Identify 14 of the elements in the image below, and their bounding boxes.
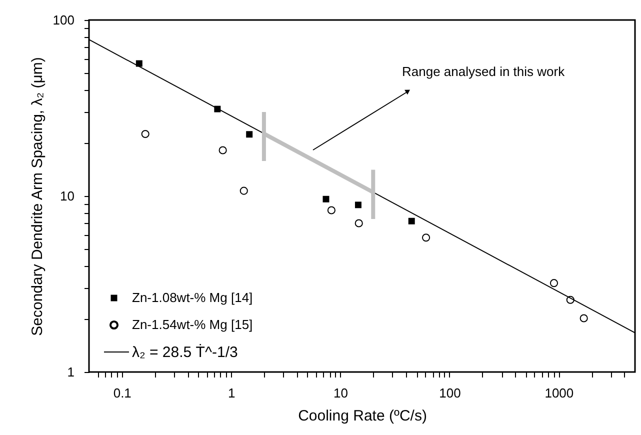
- x-axis-title: Cooling Rate (ºC/s): [298, 408, 427, 424]
- x-tick-label: 0.1: [113, 386, 132, 400]
- x-tick-label: 10: [334, 386, 348, 400]
- legend-label: Zn-1.54wt-% Mg [15]: [132, 317, 253, 332]
- x-tick-label: 100: [439, 386, 461, 400]
- legend-label: Zn-1.08wt-% Mg [14]: [132, 290, 253, 305]
- x-tick-label: 1: [228, 386, 236, 400]
- legend-label: λ₂ = 28.5 Ṫ^-1/3: [132, 343, 238, 361]
- y-axis-title: Secondary Dendrite Arm Spacing, λ₂ (μm): [28, 57, 46, 336]
- y-tick-label: 100: [52, 12, 74, 28]
- x-tick-label: 1000: [544, 386, 574, 400]
- annotation: Range analysed in this work: [402, 64, 566, 79]
- y-tick-label: 1: [67, 364, 74, 380]
- y-tick-label: 10: [60, 188, 74, 204]
